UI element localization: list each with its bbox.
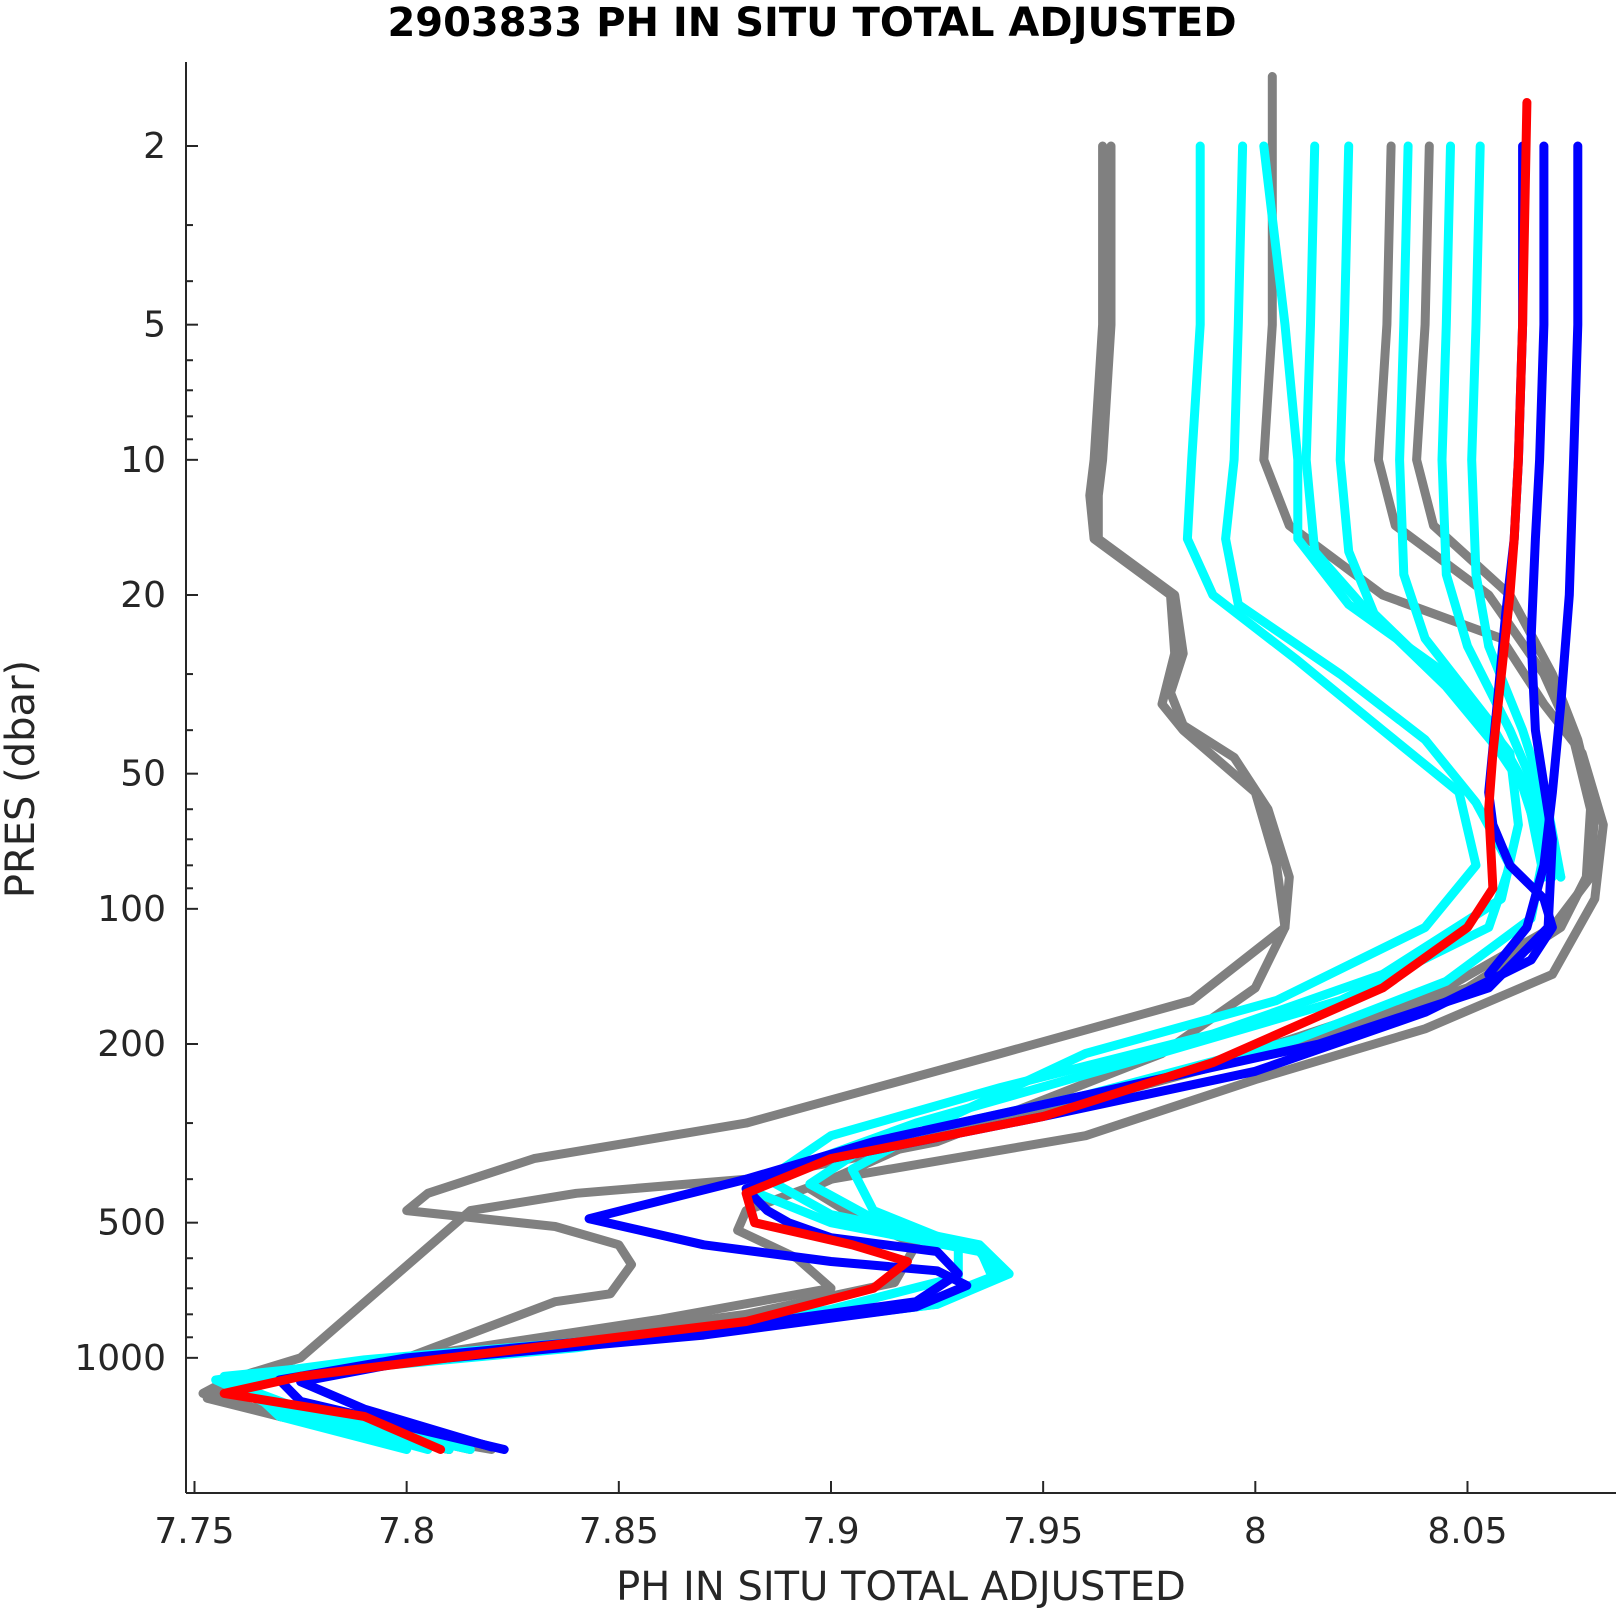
series-line-red-16 [219,98,1532,1454]
x-tick-label: 8 [1244,1511,1267,1552]
y-tick-label: 20 [120,575,166,616]
series-line-cyan-11 [1437,141,1566,882]
x-tick-label: 7.75 [154,1511,234,1552]
x-tick-label: 7.9 [802,1511,859,1552]
series-line-gray-3 [232,141,1595,1454]
y-tick-label: 200 [97,1024,166,1065]
series-layer [198,72,1608,1454]
y-tick-label: 2 [143,126,166,167]
x-tick-label: 7.95 [1003,1511,1083,1552]
series-line-blue-14 [296,141,1557,1452]
x-tick-label: 8.05 [1427,1511,1507,1552]
y-tick-label: 500 [97,1203,166,1244]
chart-title: 2903833 PH IN SITU TOTAL ADJUSTED [387,0,1236,46]
x-ticks: 7.75 7.8 7.85 7.9 7.95 8 8.05 [154,1481,1508,1552]
y-tick-label: 10 [120,440,166,481]
y-tick-label: 100 [97,889,166,930]
y-ticks: 2 5 10 20 50 100 200 500 1000 [74,126,198,1379]
y-tick-label: 1000 [74,1338,166,1379]
x-tick-label: 7.85 [579,1511,659,1552]
series-line-blue-15 [1484,141,1583,979]
y-tick-label: 5 [143,305,166,346]
series-line-gray-2 [232,72,1608,1454]
x-axis-label: PH IN SITU TOTAL ADJUSTED [616,1564,1186,1610]
series-line-blue-13 [274,141,1557,1454]
y-axis-label: PRES (dbar) [0,660,44,898]
x-tick-label: 7.8 [378,1511,435,1552]
series-line-gray-1 [202,141,1294,1454]
y-tick-label: 50 [120,754,166,795]
series-line-cyan-10 [1395,141,1557,882]
axes-layer [185,62,1616,1494]
